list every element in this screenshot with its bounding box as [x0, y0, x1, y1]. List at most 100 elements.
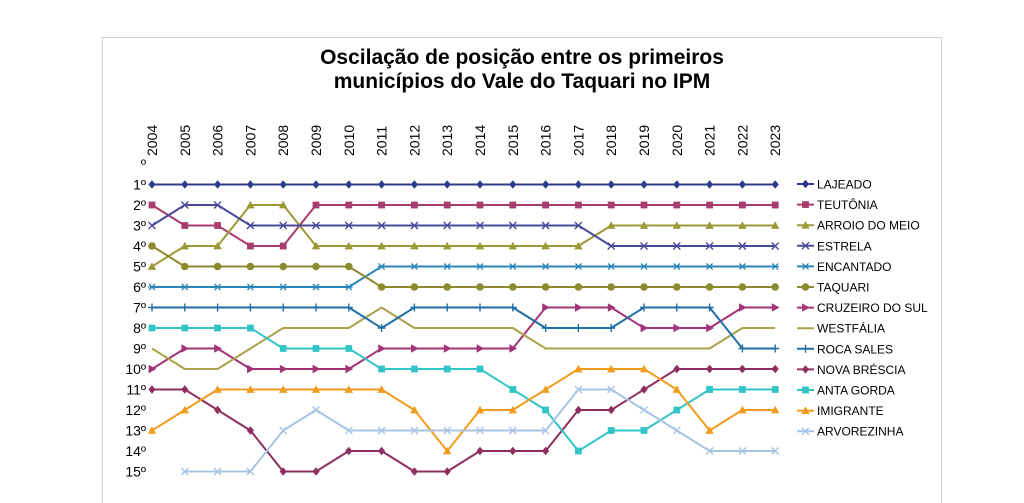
data-point [771, 283, 779, 291]
data-point [345, 345, 353, 352]
data-point [247, 242, 254, 250]
data-point [640, 427, 648, 434]
x-tick-label: 2009 [308, 125, 324, 156]
data-point [607, 405, 615, 415]
x-tick-label: 2015 [505, 125, 521, 156]
chart-frame [102, 37, 942, 503]
data-point [639, 221, 649, 229]
data-point [541, 263, 550, 270]
data-point [509, 283, 517, 291]
data-point [181, 283, 189, 291]
data-point [739, 303, 747, 312]
x-tick-label: 2014 [472, 125, 488, 156]
data-point [410, 405, 419, 414]
data-point [247, 364, 255, 374]
data-point [344, 303, 353, 312]
data-point [575, 303, 583, 312]
y-tick-label: 9º [133, 341, 146, 357]
data-point [476, 221, 484, 230]
data-point [311, 241, 321, 250]
data-point [148, 180, 156, 189]
data-point [672, 242, 681, 250]
data-point [705, 426, 714, 434]
data-point [181, 180, 189, 189]
data-point [213, 201, 222, 209]
data-point [476, 283, 484, 291]
data-point [673, 283, 681, 291]
legend-item: ARROIO DO MEIO [797, 219, 920, 233]
series-line [151, 204, 776, 268]
data-point [377, 263, 386, 270]
data-point [771, 221, 780, 229]
data-point [574, 385, 583, 394]
legend-label: ENCANTADO [817, 260, 891, 274]
data-point [213, 303, 222, 312]
data-point [279, 385, 288, 393]
data-point [213, 283, 222, 291]
data-point [673, 364, 681, 374]
data-point [639, 364, 649, 373]
series-line [151, 245, 776, 288]
data-point [443, 180, 451, 189]
data-point [738, 447, 747, 455]
legend-item: TAQUARI [797, 281, 869, 295]
data-point [738, 263, 747, 270]
data-point [738, 364, 746, 374]
data-point [344, 221, 353, 230]
data-point [640, 263, 648, 270]
legend-item: NOVA BRÉSCIA [797, 362, 905, 377]
data-point [705, 303, 714, 312]
data-point [214, 405, 222, 415]
data-point [279, 426, 288, 435]
data-point [180, 303, 189, 312]
data-point [673, 180, 681, 189]
data-point [705, 447, 714, 455]
data-point [739, 201, 746, 209]
legend-item: ENCANTADO [797, 260, 891, 274]
data-point [411, 201, 418, 209]
data-point [542, 180, 550, 189]
data-point [279, 242, 287, 250]
data-point [771, 447, 780, 455]
data-point [739, 386, 746, 393]
data-point [672, 221, 681, 229]
y-tick-label: 11º [126, 382, 146, 398]
legend-marker [802, 201, 809, 208]
legend-item: TEUTÔNIA [797, 197, 878, 212]
data-point [410, 467, 418, 476]
legend-label: ARVOREZINHA [817, 425, 903, 439]
legend-marker [801, 406, 810, 414]
data-point [771, 303, 780, 312]
data-point [476, 201, 484, 209]
series [148, 180, 779, 189]
data-point [246, 180, 254, 189]
y-tick-label: 6º [133, 279, 146, 295]
data-point [443, 241, 452, 250]
y-tick-label: 14º [125, 443, 146, 459]
data-point [476, 365, 484, 373]
data-point [312, 345, 320, 352]
data-point [607, 242, 616, 250]
data-point [378, 446, 386, 456]
data-point [181, 262, 189, 271]
data-point [148, 283, 156, 291]
data-point [738, 344, 747, 353]
data-point [640, 201, 648, 209]
legend-label: IMIGRANTE [817, 404, 884, 418]
data-point [312, 221, 320, 230]
data-point [377, 241, 386, 250]
series [151, 306, 776, 370]
data-point [443, 344, 452, 353]
data-point [214, 222, 221, 229]
legend-label: TEUTÔNIA [817, 197, 878, 212]
data-point [279, 345, 287, 352]
data-point [378, 201, 385, 209]
data-point [673, 323, 682, 333]
data-point [246, 200, 255, 209]
data-point [378, 344, 386, 353]
data-point [180, 241, 189, 250]
data-point [443, 303, 452, 312]
data-point [311, 385, 321, 393]
data-point [771, 263, 779, 270]
data-point [508, 221, 517, 230]
